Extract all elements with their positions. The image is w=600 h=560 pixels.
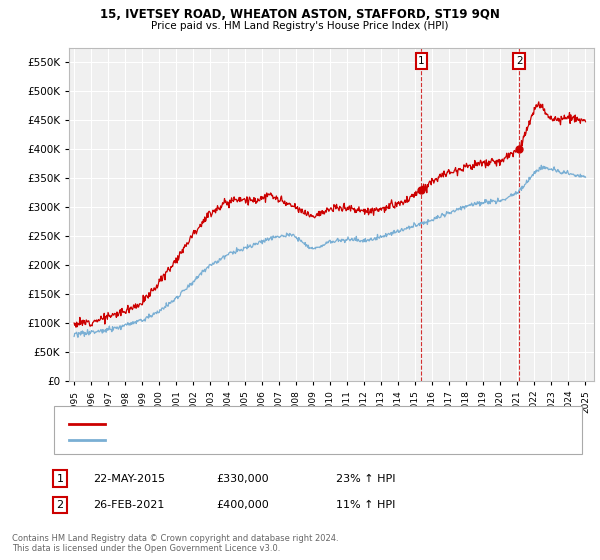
Text: 15, IVETSEY ROAD, WHEATON ASTON, STAFFORD, ST19 9QN (detached house): 15, IVETSEY ROAD, WHEATON ASTON, STAFFOR…	[111, 419, 483, 428]
Text: 15, IVETSEY ROAD, WHEATON ASTON, STAFFORD, ST19 9QN: 15, IVETSEY ROAD, WHEATON ASTON, STAFFOR…	[100, 8, 500, 21]
Text: Price paid vs. HM Land Registry's House Price Index (HPI): Price paid vs. HM Land Registry's House …	[151, 21, 449, 31]
Text: 23% ↑ HPI: 23% ↑ HPI	[336, 474, 395, 484]
Text: 11% ↑ HPI: 11% ↑ HPI	[336, 500, 395, 510]
Text: 2: 2	[56, 500, 64, 510]
Text: £330,000: £330,000	[216, 474, 269, 484]
Text: £400,000: £400,000	[216, 500, 269, 510]
Text: HPI: Average price, detached house, South Staffordshire: HPI: Average price, detached house, Sout…	[111, 436, 379, 445]
Text: Contains HM Land Registry data © Crown copyright and database right 2024.
This d: Contains HM Land Registry data © Crown c…	[12, 534, 338, 553]
Text: 26-FEB-2021: 26-FEB-2021	[93, 500, 164, 510]
Text: 1: 1	[418, 56, 425, 66]
Text: 1: 1	[56, 474, 64, 484]
Text: 22-MAY-2015: 22-MAY-2015	[93, 474, 165, 484]
Text: 2: 2	[516, 56, 523, 66]
